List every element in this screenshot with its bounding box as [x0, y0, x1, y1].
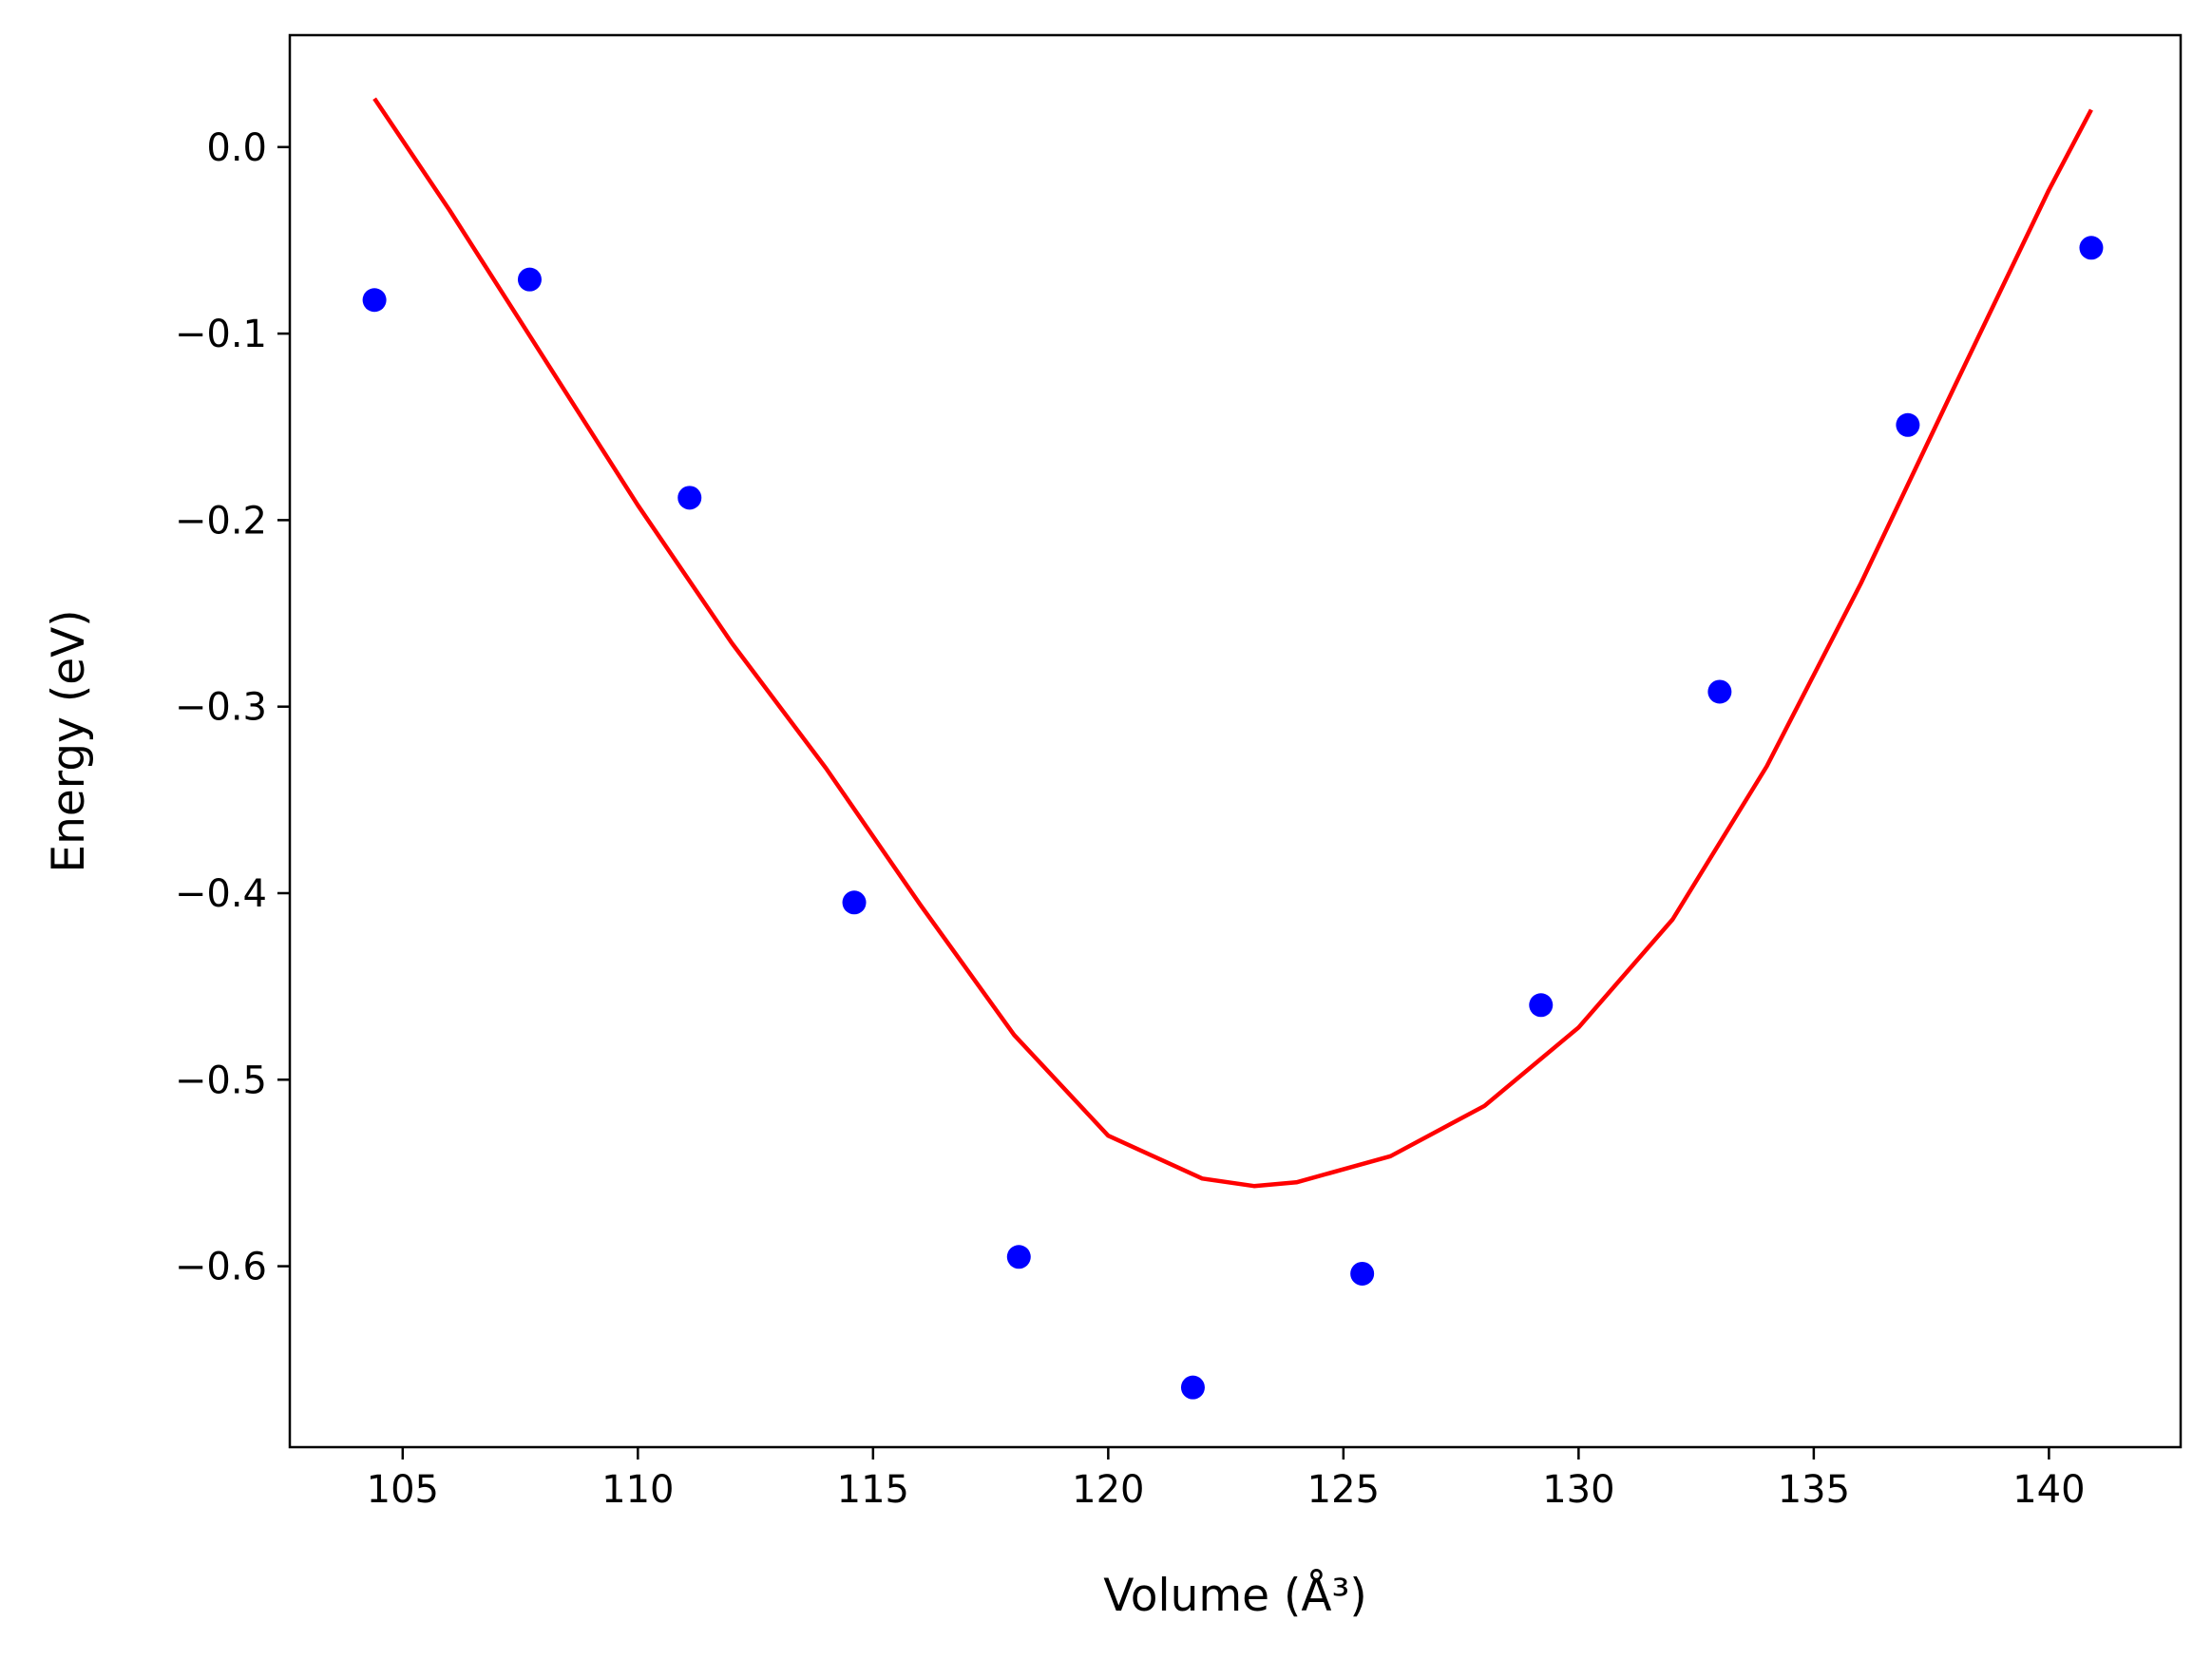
x-tick-label: 135: [1778, 1468, 1850, 1512]
y-tick-label: −0.3: [175, 686, 267, 730]
fit-curve-line: [372, 97, 2093, 1189]
data-point: [1896, 412, 1920, 437]
x-axis-label: Volume (Å³): [1103, 1570, 1366, 1622]
y-axis-ticks: 0.0 −0.1 −0.2 −0.3 −0.4 −0.5 −0.6: [175, 126, 290, 1289]
data-point: [1350, 1261, 1375, 1286]
y-tick-label: −0.6: [175, 1246, 267, 1289]
y-tick-label: −0.4: [175, 872, 267, 916]
plot-area: [362, 97, 2104, 1400]
y-tick-label: −0.2: [175, 499, 267, 543]
y-tick-label: −0.5: [175, 1059, 267, 1102]
x-tick-label: 120: [1072, 1468, 1144, 1512]
x-tick-label: 110: [601, 1468, 674, 1512]
data-point: [1180, 1375, 1205, 1400]
data-point: [517, 267, 542, 292]
data-point: [1529, 993, 1554, 1018]
data-point: [842, 890, 867, 915]
data-point: [677, 486, 702, 510]
y-axis-label: Energy (eV): [43, 609, 95, 872]
x-tick-label: 140: [2012, 1468, 2085, 1512]
x-tick-label: 130: [1542, 1468, 1614, 1512]
data-point: [2079, 236, 2104, 260]
y-tick-label: 0.0: [206, 126, 267, 170]
data-point: [362, 288, 387, 313]
data-point: [1006, 1245, 1031, 1269]
x-tick-label: 105: [367, 1468, 439, 1512]
x-tick-label: 115: [837, 1468, 909, 1512]
x-tick-label: 125: [1307, 1468, 1380, 1512]
x-axis-ticks: 105 110 115 120 125 130 135 140: [367, 1447, 2086, 1512]
y-tick-label: −0.1: [175, 313, 267, 356]
axes-frame: [288, 33, 2183, 1449]
data-point: [1707, 679, 1732, 704]
